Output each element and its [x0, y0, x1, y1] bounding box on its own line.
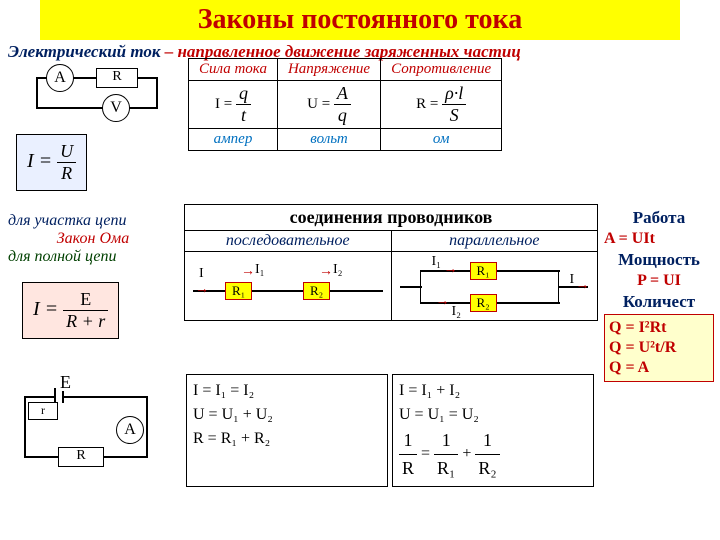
serial-line3: R = R₁ + R₂ [193, 427, 381, 451]
lbl-pI: I [570, 272, 575, 288]
lbl-I2: I₂ [333, 262, 343, 278]
par-line3: 1R = 1R₁ + 1R₂ [399, 427, 587, 482]
def-h2: Напряжение [277, 59, 380, 81]
par-R2: R₂ [470, 294, 497, 312]
q3: Q = A [609, 359, 709, 377]
ohm-f1-den: R [57, 163, 76, 184]
lbl-pI2: I₂ [452, 304, 462, 320]
connections-title: соединения проводников [185, 205, 597, 231]
def-f1: I = qt [189, 81, 278, 129]
ohm-law-labels: для участка цепи Закон Ома для полной це… [8, 212, 178, 266]
connections-table: соединения проводников последовательное … [184, 204, 598, 321]
heat-formulas-box: Q = I²Rt Q = U²t/R Q = A [604, 314, 714, 382]
page-title: Законы постоянного тока [40, 0, 680, 40]
ohm-section-label: для участка цепи [8, 212, 178, 230]
ohm-f2-num: E [63, 289, 108, 311]
ohm-law-name: Закон Ома [8, 230, 178, 248]
conn-type-serial: последовательное [185, 231, 392, 251]
serial-line2: U = U₁ + U₂ [193, 403, 381, 427]
circuit-avr: A R V [10, 62, 170, 132]
power-header: Мощность [604, 250, 714, 270]
ohm-f1-num: U [57, 141, 76, 163]
arrow-icon: → [195, 282, 209, 298]
serial-line1: I = I₁ = I₂ [193, 379, 381, 403]
power-formula: P = UI [604, 272, 714, 290]
arrow-icon: → [319, 264, 333, 280]
q1: Q = I²Rt [609, 319, 709, 337]
ammeter-icon: A [46, 64, 74, 92]
formula-ohm-section: I = UR [16, 134, 87, 191]
def-u1: ампер [189, 129, 278, 151]
quantity-header: Количест [604, 292, 714, 312]
definitions-table: Сила тока Напряжение Сопротивление I = q… [188, 58, 502, 151]
ohm-f2-lhs: I = [33, 298, 58, 320]
connection-formulas-row: I = I₁ = I₂ U = U₁ + U₂ R = R₁ + R₂ I = … [184, 372, 596, 489]
def-h1: Сила тока [189, 59, 278, 81]
internal-r: r [28, 402, 58, 420]
def-f3: R = ρ·lS [381, 81, 502, 129]
right-physics-column: Работа A = UIt Мощность P = UI Количест … [604, 208, 714, 382]
emf-label: E [60, 372, 71, 393]
formula-ohm-full: I = ER + r [22, 282, 119, 339]
serial-diagram: R₁ R₂ → → → I I₁ I₂ [185, 252, 392, 320]
q2: Q = U²t/R [609, 339, 709, 357]
ohm-f1-lhs: I = [27, 150, 52, 172]
ohm-full-label: для полной цепи [8, 248, 178, 266]
resistor-R: R [96, 68, 138, 88]
parallel-formulas: I = I₁ + I₂ U = U₁ = U₂ 1R = 1R₁ + 1R₂ [392, 374, 594, 487]
lbl-I: I [199, 266, 204, 282]
par-line2: U = U₁ = U₂ [399, 403, 587, 427]
arrow-icon: → [444, 262, 458, 278]
def-h3: Сопротивление [381, 59, 502, 81]
resistor-R2: R [58, 447, 104, 467]
serial-R2: R₂ [303, 282, 330, 300]
work-header: Работа [604, 208, 714, 228]
def-f2: U = Aq [277, 81, 380, 129]
serial-formulas: I = I₁ = I₂ U = U₁ + U₂ R = R₁ + R₂ [186, 374, 388, 487]
par-R1: R₁ [470, 262, 497, 280]
lbl-pI1: I₁ [432, 254, 442, 270]
def-u2: вольт [277, 129, 380, 151]
arrow-icon: → [241, 264, 255, 280]
conn-type-parallel: параллельное [392, 231, 598, 251]
serial-R1: R₁ [225, 282, 252, 300]
circuit-emf: E r A R [14, 386, 164, 506]
work-formula: A = UIt [604, 230, 714, 248]
voltmeter-icon: V [102, 94, 130, 122]
lbl-I1: I₁ [255, 262, 265, 278]
par-line1: I = I₁ + I₂ [399, 379, 587, 403]
parallel-diagram: R₁ R₂ I₁ I₂ I → → → [392, 252, 598, 320]
arrow-icon: → [576, 278, 590, 294]
ohm-f2-den: R + r [63, 311, 108, 332]
arrow-icon: → [436, 294, 450, 310]
def-u3: ом [381, 129, 502, 151]
ammeter2-icon: A [116, 416, 144, 444]
